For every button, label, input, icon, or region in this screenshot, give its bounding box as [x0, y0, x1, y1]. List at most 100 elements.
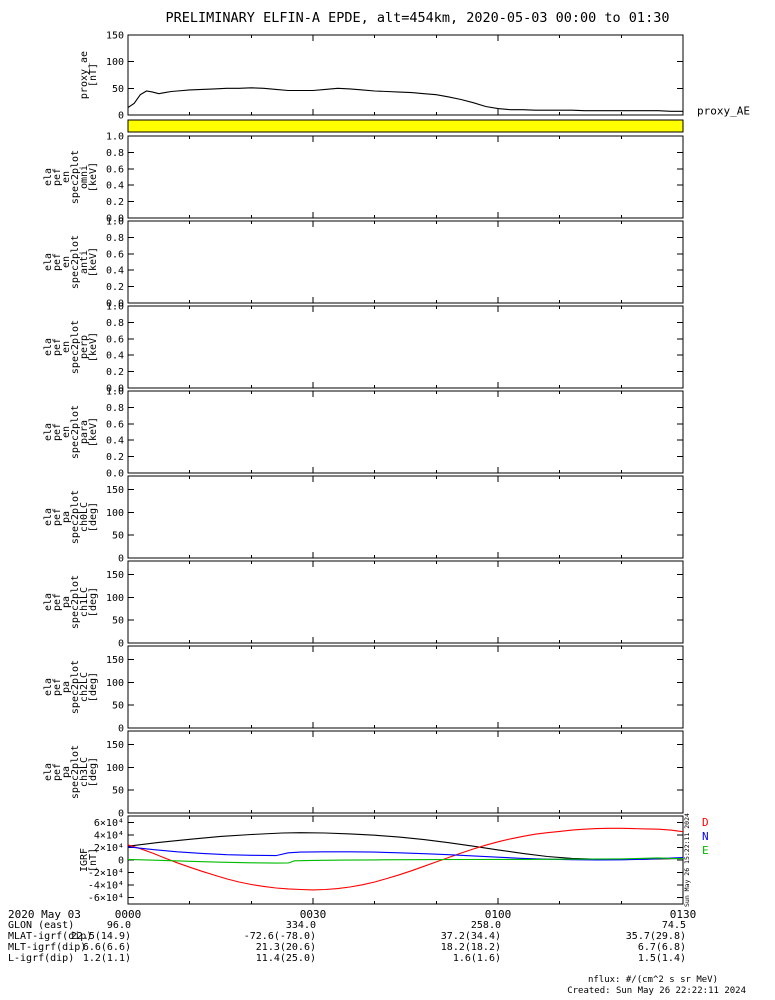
ytick-label: 1.0	[106, 302, 124, 313]
y-axis-label: spec2plot	[70, 745, 81, 799]
ephemeris-row: MLAT-igrf(dip) 22.5(14.9) -72.6(-78.0) 37.2…	[0, 931, 775, 942]
ephemeris-value: 35.7(29.8)	[625, 931, 686, 942]
ytick-label: 150	[106, 570, 124, 581]
legend-N: N	[702, 830, 709, 843]
time-tick-label: 0000	[114, 908, 142, 921]
ephemeris-row-label: MLAT-igrf(dip)	[8, 931, 93, 942]
y-axis-label: ela	[43, 763, 54, 781]
y-axis-label: [deg]	[88, 757, 99, 787]
y-axis-label: [deg]	[88, 587, 99, 617]
ytick-label: 0.0	[106, 214, 124, 225]
ephemeris-row-label: MLT-igrf(dip)	[8, 942, 87, 953]
y-axis-label: [keV]	[88, 332, 99, 362]
y-axis-label: [keV]	[88, 247, 99, 277]
ephemeris-value: 1.5(1.4)	[637, 953, 686, 964]
y-axis-label: [deg]	[88, 672, 99, 702]
y-axis-label: [nT]	[88, 63, 99, 87]
y-axis-label: ela	[43, 508, 54, 526]
ytick-label: 0.4	[106, 436, 124, 447]
ytick-label: 0.6	[106, 419, 124, 430]
y-axis-label: pef	[52, 508, 63, 526]
ytick-label: 0.0	[106, 469, 124, 480]
y-axis-label: pef	[52, 593, 63, 611]
y-axis-label: pa	[61, 596, 72, 608]
panel-fast_bar	[127, 119, 684, 133]
ytick-label: 50	[112, 786, 124, 797]
ytick-label: 0	[118, 856, 124, 867]
ytick-label: 0.6	[106, 249, 124, 260]
ytick-label: 0.4	[106, 266, 124, 277]
ephemeris-value: 258.0	[470, 920, 501, 931]
ytick-label: 2×10⁴	[94, 843, 124, 854]
ytick-label: 150	[106, 740, 124, 751]
ytick-label: 0.6	[106, 334, 124, 345]
y-axis-label: ch3LC	[79, 757, 90, 787]
ytick-label: 0.0	[106, 299, 124, 310]
ytick-label: 100	[106, 508, 124, 519]
y-axis-label: ela	[43, 168, 54, 186]
panel-en_para: 1.0 0.8 0.6 0.4 0.2 0.0 elapefenspec2plotpara[…	[43, 387, 684, 480]
y-axis-label: en	[61, 256, 72, 268]
ytick-label: 50	[112, 701, 124, 712]
created-timestamp: Created: Sun May 26 22:22:11 2024	[567, 986, 746, 996]
ytick-label: 0.4	[106, 181, 124, 192]
ytick-label: 0.0	[106, 384, 124, 395]
time-tick-label: 0130	[669, 908, 697, 921]
ephemeris-row: L-igrf(dip) 1.2(1.1) 11.4(25.0) 1.6(1.6) 1.5…	[0, 953, 775, 964]
ytick-label: 0.8	[106, 148, 124, 159]
ephemeris-row-label: GLON (east)	[8, 920, 75, 931]
ephemeris-row: GLON (east) 96.0 334.0 258.0 74.5	[0, 920, 775, 931]
panel-right-label: proxy_AE	[697, 104, 750, 117]
ytick-label: 4×10⁴	[94, 830, 124, 841]
series-E	[128, 857, 683, 864]
time-tick-label: 0030	[299, 908, 327, 921]
ytick-label: 0	[118, 639, 124, 650]
ytick-label: 1.0	[106, 217, 124, 228]
y-axis-label: spec2plot	[70, 405, 81, 459]
ytick-label: 100	[106, 678, 124, 689]
ephemeris-value: 11.4(25.0)	[255, 953, 316, 964]
y-axis-label: [keV]	[88, 162, 99, 192]
ytick-label: 100	[106, 763, 124, 774]
ytick-label: 1.0	[106, 387, 124, 398]
panel-en_omni: 1.0 0.8 0.6 0.4 0.2 0.0 elapefenspec2plotomni[…	[43, 132, 684, 225]
ytick-label: 0	[118, 724, 124, 735]
y-axis-label: IGRF	[79, 848, 90, 872]
series-D	[128, 827, 683, 891]
vertical-timestamp: Sun May 26 15:22:11 2024	[683, 813, 691, 907]
y-axis-label: [deg]	[88, 502, 99, 532]
ephemeris-value: 1.2(1.1)	[82, 953, 131, 964]
y-axis-label: en	[61, 426, 72, 438]
ytick-label: 0.2	[106, 452, 124, 463]
ephemeris-value: 22.5(14.9)	[70, 931, 131, 942]
y-axis-label: ch0LC	[79, 502, 90, 532]
y-axis-label: pef	[52, 763, 63, 781]
ephemeris-value: 74.5	[661, 920, 686, 931]
ytick-label: 0.2	[106, 197, 124, 208]
ytick-label: 150	[106, 655, 124, 666]
ytick-label: 150	[106, 31, 124, 42]
y-axis-label: pa	[61, 511, 72, 523]
ytick-label: -6×10⁴	[88, 893, 124, 904]
ytick-label: 150	[106, 485, 124, 496]
panel-en_perp: 1.0 0.8 0.6 0.4 0.2 0.0 elapefenspec2plotperp[…	[43, 302, 684, 395]
panel-proxy_ae: 150 100 50 0 proxy_ae[nT] proxy_AE	[79, 31, 750, 122]
y-axis-label: spec2plot	[70, 235, 81, 289]
ytick-label: 0	[118, 111, 124, 122]
y-axis-label: proxy_ae	[79, 51, 90, 99]
ytick-label: 6×10⁴	[94, 818, 124, 829]
series-proxy_AE	[128, 87, 683, 112]
ytick-label: -2×10⁴	[88, 868, 124, 879]
ytick-label: 0.6	[106, 164, 124, 175]
panel-en_anti: 1.0 0.8 0.6 0.4 0.2 0.0 elapefenspec2plotanti[…	[43, 217, 684, 310]
ephemeris-value: 37.2(34.4)	[440, 931, 501, 942]
ytick-label: 50	[112, 616, 124, 627]
y-axis-label: en	[61, 171, 72, 183]
y-axis-label: ela	[43, 423, 54, 441]
